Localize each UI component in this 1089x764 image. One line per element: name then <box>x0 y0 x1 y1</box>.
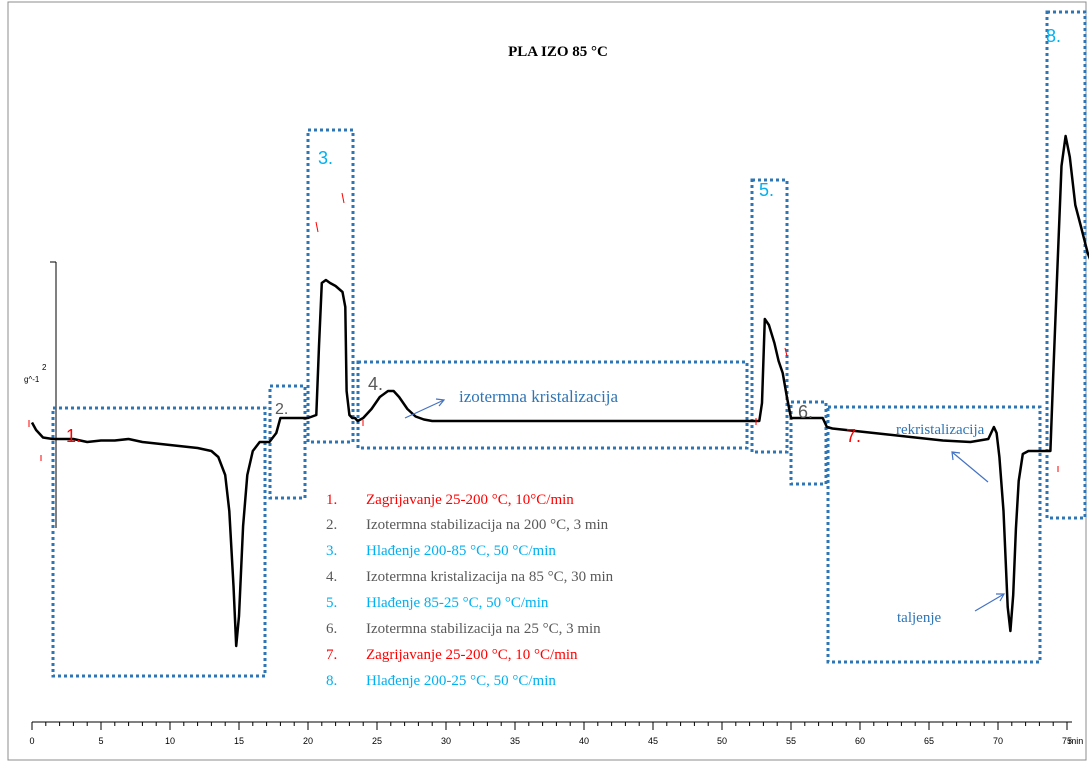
legend-item-3: 3. Hlađenje 200-85 °C, 50 °C/min <box>326 543 556 559</box>
arrow-head-rekristalizacija <box>951 451 961 461</box>
legend-text: Izotermna stabilizacija na 200 °C, 3 min <box>366 517 609 533</box>
region-box-3 <box>306 128 355 444</box>
x-tick-label: 55 <box>786 736 796 746</box>
curve-markers <box>28 192 1059 472</box>
legend-item-7: 7. Zagrijavanje 25-200 °C, 10 °C/min <box>326 647 578 663</box>
annotations: izotermna kristalizacija rekristalizacij… <box>404 387 1006 626</box>
x-tick-label: 35 <box>510 736 520 746</box>
region-label-3: 3. <box>318 148 333 168</box>
x-tick-label: 20 <box>303 736 313 746</box>
x-tick-label: 0 <box>29 736 34 746</box>
region-boxes <box>51 10 1087 678</box>
arrow-izotermna <box>404 399 445 419</box>
x-tick-label: 5 <box>98 736 103 746</box>
legend-item-8: 8. Hlađenje 200-25 °C, 50 °C/min <box>326 673 556 689</box>
legend-item-5: 5. Hlađenje 85-25 °C, 50 °C/min <box>326 595 549 611</box>
x-ticks: 0 5 10 15 20 25 30 35 40 45 50 55 60 65 70 75 <box>29 722 1072 746</box>
region-box-2 <box>268 384 307 500</box>
legend-number: 2. <box>326 517 337 533</box>
legend-item-6: 6. Izotermna stabilizacija na 25 °C, 3 m… <box>326 621 601 637</box>
arrow-head-taljenje <box>996 593 1006 602</box>
x-tick-label: 70 <box>993 736 1003 746</box>
region-label-6: 6. <box>798 402 813 422</box>
y-axis-label: g^-1 <box>24 375 40 384</box>
region-label-4: 4. <box>368 374 383 394</box>
legend-number: 4. <box>326 569 337 585</box>
legend-text: Hlađenje 200-25 °C, 50 °C/min <box>366 673 556 689</box>
dsc-curve <box>30 134 1089 648</box>
region-box-7 <box>826 405 1042 664</box>
x-axis: 0 5 10 15 20 25 30 35 40 45 50 55 60 65 70 75 min <box>29 721 1084 746</box>
curve-marker <box>784 347 788 357</box>
region-label-1: 1. <box>66 426 81 446</box>
legend-number: 5. <box>326 595 337 611</box>
legend-number: 3. <box>326 543 337 559</box>
legend-text: Zagrijavanje 25-200 °C, 10 °C/min <box>366 647 578 663</box>
x-tick-label: 25 <box>372 736 382 746</box>
x-tick-label: 10 <box>165 736 175 746</box>
legend-text: Izotermna stabilizacija na 25 °C, 3 min <box>366 621 601 637</box>
plot-frame <box>7 1 1087 761</box>
region-box-4 <box>356 360 749 450</box>
legend-number: 1. <box>326 492 337 508</box>
legend-text: Hlađenje 85-25 °C, 50 °C/min <box>366 595 549 611</box>
legend-number: 6. <box>326 621 337 637</box>
arrow-taljenje <box>974 593 1005 612</box>
chart-title: PLA IZO 85 °C <box>508 44 608 60</box>
x-tick-label: 15 <box>234 736 244 746</box>
legend-number: 8. <box>326 673 337 689</box>
y-axis-label-top: 2 <box>42 363 47 372</box>
arrow-head-izotermna <box>435 398 446 407</box>
region-label-7: 7. <box>846 426 861 446</box>
annotation-rekristalizacija: rekristalizacija <box>896 422 985 438</box>
region-box-5 <box>750 178 789 454</box>
region-box-8 <box>1045 10 1087 520</box>
annotation-taljenje: taljenje <box>897 610 941 626</box>
annotation-izotermna: izotermna kristalizacija <box>459 387 619 406</box>
x-axis-label: min <box>1069 736 1084 746</box>
arrow-rekristalizacija <box>951 451 989 483</box>
legend-text: Hlađenje 200-85 °C, 50 °C/min <box>366 543 556 559</box>
x-tick-label: 75 <box>1062 736 1072 746</box>
legend-text: Zagrijavanje 25-200 °C, 10°C/min <box>366 492 574 508</box>
legend-item-4: 4. Izotermna kristalizacija na 85 °C, 30… <box>326 569 614 585</box>
x-tick-label: 45 <box>648 736 658 746</box>
legend-item-1: 1. Zagrijavanje 25-200 °C, 10°C/min <box>326 492 574 508</box>
x-tick-label: 50 <box>717 736 727 746</box>
legend: 1. Zagrijavanje 25-200 °C, 10°C/min 2. I… <box>326 492 614 689</box>
curve-marker <box>315 221 319 233</box>
x-tick-label: 30 <box>441 736 451 746</box>
x-tick-label: 65 <box>924 736 934 746</box>
x-tick-label: 60 <box>855 736 865 746</box>
region-label-2: 2. <box>275 401 288 418</box>
region-labels: 1. 2. 3. 4. 5. 6. 7. 8. <box>66 26 1061 446</box>
legend-text: Izotermna kristalizacija na 85 °C, 30 mi… <box>366 569 614 585</box>
legend-item-2: 2. Izotermna stabilizacija na 200 °C, 3 … <box>326 517 609 533</box>
region-label-5: 5. <box>759 180 774 200</box>
x-tick-label: 40 <box>579 736 589 746</box>
curve-marker <box>341 192 345 204</box>
region-label-8: 8. <box>1046 26 1061 46</box>
legend-number: 7. <box>326 647 337 663</box>
region-box-6 <box>789 400 828 486</box>
